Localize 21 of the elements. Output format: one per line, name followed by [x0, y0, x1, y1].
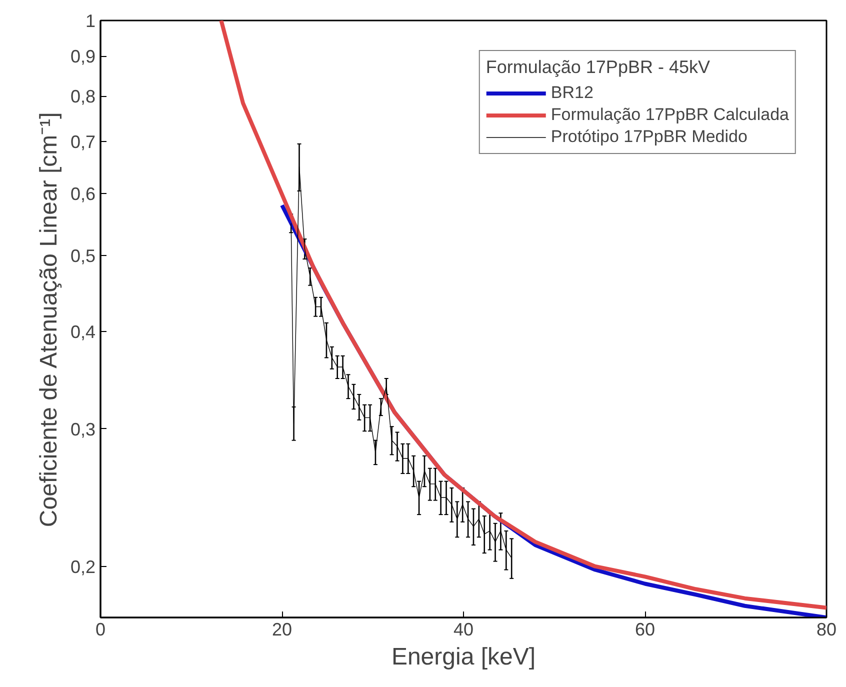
x-tick-label: 20 [272, 620, 292, 640]
y-tick-label: 0,9 [70, 46, 96, 67]
x-tick-label: 40 [453, 620, 474, 640]
y-tick-label: 0,2 [70, 556, 96, 577]
legend-label: BR12 [550, 83, 594, 103]
legend-label: Formulação 17PpBR Calculada [550, 105, 789, 125]
y-tick-label: 1 [85, 11, 96, 31]
y-tick-label: 0,7 [70, 132, 96, 152]
x-tick-label: 0 [95, 620, 106, 640]
x-axis-title: Energia [keV] [391, 644, 536, 670]
y-axis-title: Coeficiente de Atenuação Linear [cm⁻¹] [35, 112, 62, 528]
x-tick-label: 80 [816, 620, 837, 640]
legend-title: Formulação 17PpBR - 45kV [486, 57, 711, 78]
y-tick-label: 0,6 [70, 184, 96, 204]
legend-label: Protótipo 17PpBR Medido [550, 127, 748, 147]
line-series [219, 20, 826, 610]
y-tick-label: 0,5 [70, 246, 96, 266]
x-tick-label: 60 [634, 620, 656, 640]
y-tick-label: 0,4 [70, 322, 96, 342]
y-tick-label: 0,3 [70, 419, 96, 440]
y-tick-label: 0,8 [70, 86, 96, 107]
